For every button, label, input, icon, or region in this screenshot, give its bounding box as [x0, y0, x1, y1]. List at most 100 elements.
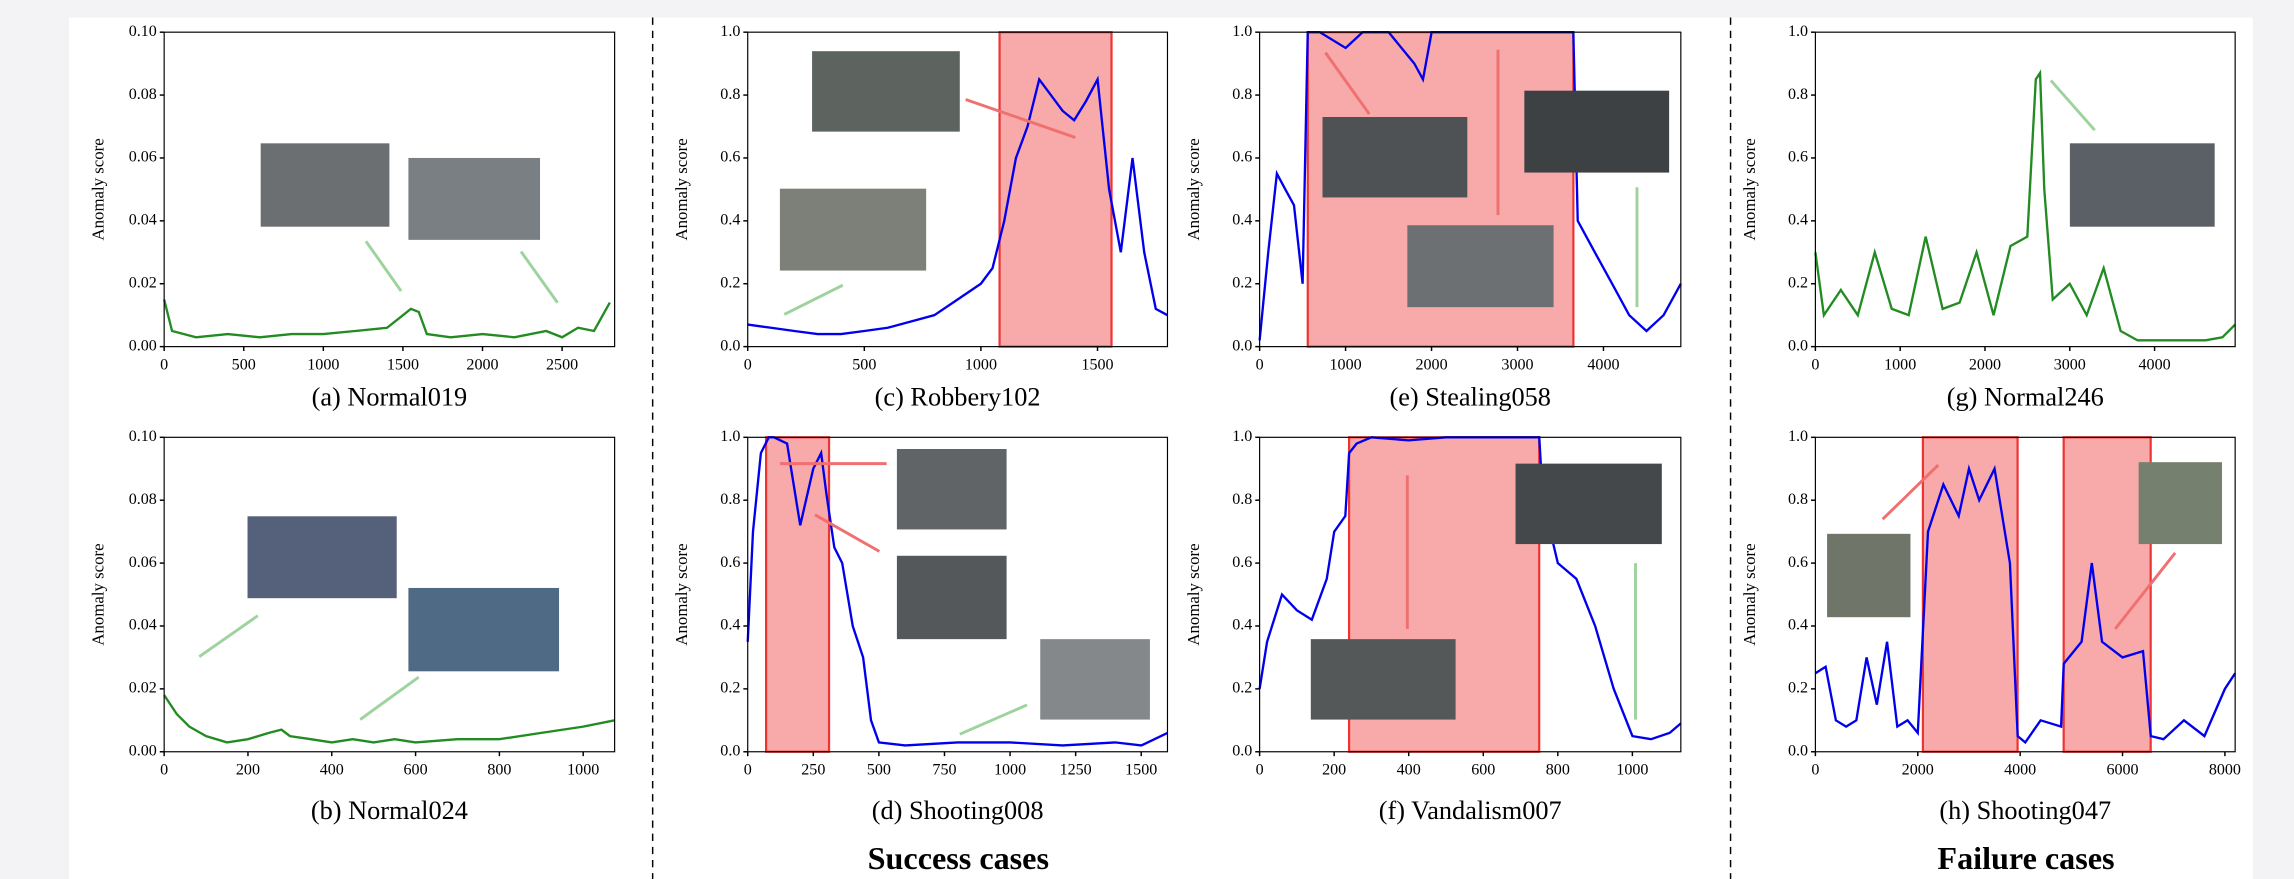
y-tick-label: 0.2 [720, 274, 740, 291]
y-tick-label: 0.2 [1788, 680, 1808, 697]
y-tick-label: 0.08 [129, 86, 157, 103]
y-tick-label: 0.4 [720, 617, 740, 634]
y-axis-label: Anomaly score [672, 138, 691, 240]
x-tick-label: 400 [1397, 761, 1421, 778]
x-tick-label: 800 [487, 761, 511, 778]
x-tick-label: 0 [744, 356, 752, 373]
x-tick-label: 8000 [2209, 761, 2241, 778]
y-axis-label: Anomaly score [1184, 543, 1203, 645]
caption: (g) Normal246 [1947, 382, 2104, 411]
group-label: Success cases [868, 840, 1049, 876]
y-tick-label: 0.2 [720, 680, 740, 697]
y-axis-label: Anomaly score [89, 138, 108, 240]
y-tick-label: 1.0 [720, 23, 740, 40]
y-tick-label: 0.2 [1232, 680, 1252, 697]
y-axis-label: Anomaly score [1740, 543, 1759, 645]
y-tick-label: 0.0 [1232, 337, 1252, 354]
thumbnail [408, 158, 540, 240]
x-tick-label: 1000 [1884, 356, 1916, 373]
x-tick-label: 1500 [387, 356, 419, 373]
x-tick-label: 3000 [1501, 356, 1533, 373]
x-tick-label: 1000 [994, 761, 1026, 778]
y-tick-label: 0.04 [129, 212, 157, 229]
y-tick-label: 0.06 [129, 149, 157, 166]
x-tick-label: 200 [236, 761, 260, 778]
y-tick-label: 0.8 [1788, 86, 1808, 103]
x-tick-label: 4000 [1587, 356, 1619, 373]
thumbnail [812, 51, 960, 131]
x-tick-label: 1000 [1616, 761, 1648, 778]
x-tick-label: 600 [1471, 761, 1495, 778]
y-tick-label: 0.6 [1232, 554, 1252, 571]
y-tick-label: 0.6 [720, 554, 740, 571]
x-tick-label: 500 [232, 356, 256, 373]
y-tick-label: 0.8 [1232, 491, 1252, 508]
thumbnail [2070, 143, 2215, 226]
y-tick-label: 0.04 [129, 617, 157, 634]
anomaly-span [1923, 437, 2018, 751]
y-axis-label: Anomaly score [1740, 138, 1759, 240]
thumbnail [897, 556, 1007, 639]
x-tick-label: 0 [744, 761, 752, 778]
x-tick-label: 6000 [2106, 761, 2138, 778]
y-tick-label: 1.0 [1232, 23, 1252, 40]
x-tick-label: 500 [852, 356, 876, 373]
x-tick-label: 600 [404, 761, 428, 778]
x-tick-label: 2000 [1902, 761, 1934, 778]
anomaly-span [766, 437, 829, 751]
y-tick-label: 0.4 [1232, 617, 1252, 634]
caption: (a) Normal019 [312, 382, 468, 411]
y-tick-label: 0.0 [1232, 742, 1252, 759]
y-tick-label: 0.10 [129, 428, 157, 445]
x-tick-label: 1250 [1060, 761, 1092, 778]
y-tick-label: 0.6 [1788, 149, 1808, 166]
thumbnail [897, 449, 1007, 529]
y-tick-label: 0.4 [1788, 617, 1808, 634]
caption: (h) Shooting047 [1939, 796, 2111, 825]
thumbnail [1311, 639, 1456, 719]
y-tick-label: 0.4 [1788, 212, 1808, 229]
y-tick-label: 0.2 [1232, 274, 1252, 291]
y-tick-label: 0.6 [1232, 149, 1252, 166]
x-tick-label: 1000 [965, 356, 997, 373]
y-tick-label: 1.0 [1232, 428, 1252, 445]
thumbnail [2139, 462, 2222, 544]
x-tick-label: 0 [160, 761, 168, 778]
x-tick-label: 2000 [1415, 356, 1447, 373]
y-tick-label: 1.0 [1788, 428, 1808, 445]
thumbnail [261, 143, 390, 226]
x-tick-label: 2000 [466, 356, 498, 373]
x-tick-label: 2500 [546, 356, 578, 373]
thumbnail [1323, 117, 1468, 197]
caption: (b) Normal024 [311, 796, 468, 825]
thumbnail [1040, 639, 1150, 719]
x-tick-label: 1000 [307, 356, 339, 373]
thumbnail [408, 588, 559, 671]
y-tick-label: 0.2 [1788, 274, 1808, 291]
caption: (d) Shooting008 [872, 796, 1044, 825]
x-tick-label: 4000 [2004, 761, 2036, 778]
y-tick-label: 0.00 [129, 742, 157, 759]
y-tick-label: 0.00 [129, 337, 157, 354]
thumbnail [780, 189, 926, 271]
caption: (f) Vandalism007 [1379, 796, 1562, 825]
x-tick-label: 200 [1322, 761, 1346, 778]
y-tick-label: 1.0 [1788, 23, 1808, 40]
y-tick-label: 0.0 [720, 337, 740, 354]
y-tick-label: 0.0 [720, 742, 740, 759]
y-tick-label: 0.8 [720, 86, 740, 103]
y-tick-label: 0.0 [1788, 337, 1808, 354]
x-tick-label: 1000 [1330, 356, 1362, 373]
x-tick-label: 3000 [2054, 356, 2086, 373]
y-tick-label: 0.0 [1788, 742, 1808, 759]
y-tick-label: 0.8 [720, 491, 740, 508]
x-tick-label: 1000 [567, 761, 599, 778]
group-label: Failure cases [1937, 840, 2114, 876]
y-tick-label: 0.6 [720, 149, 740, 166]
y-tick-label: 0.4 [720, 212, 740, 229]
x-tick-label: 2000 [1969, 356, 2001, 373]
y-tick-label: 0.06 [129, 554, 157, 571]
x-tick-label: 250 [801, 761, 825, 778]
y-tick-label: 0.8 [1788, 491, 1808, 508]
y-tick-label: 0.02 [129, 274, 157, 291]
